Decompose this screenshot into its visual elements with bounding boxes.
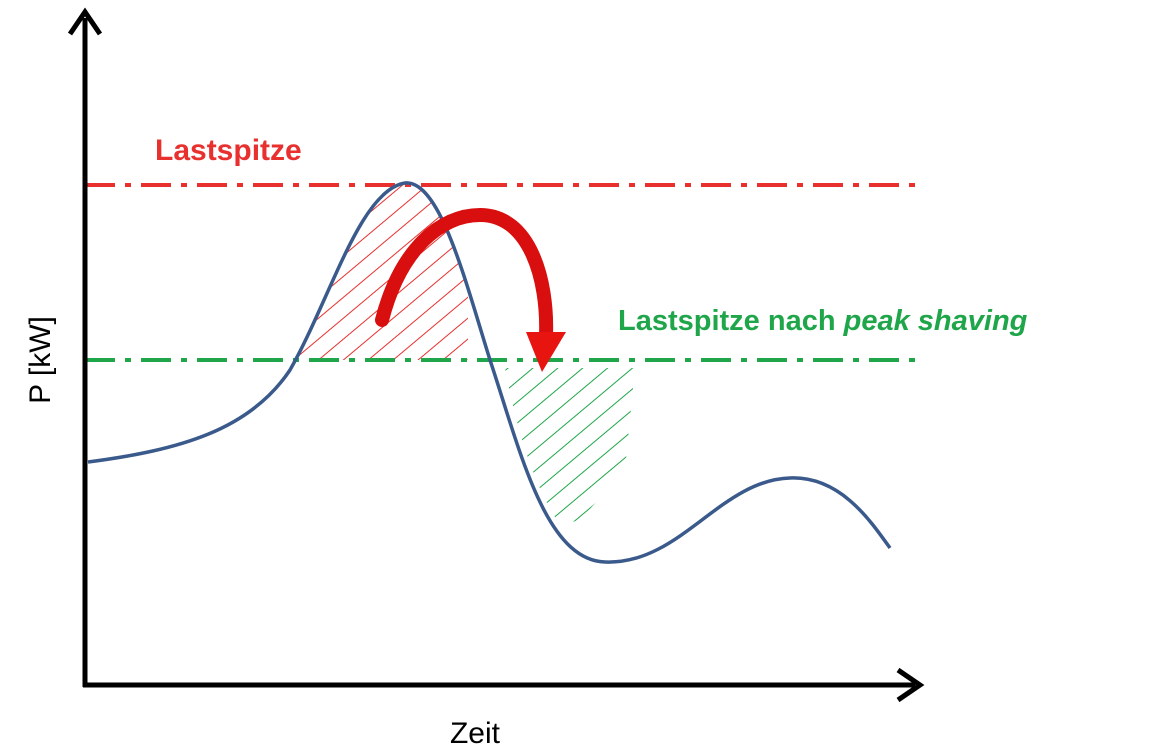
- shaved-label-prefix: Lastspitze nach: [618, 305, 836, 337]
- shaved-label: Lastspitze nach peak shaving: [618, 305, 1028, 337]
- x-axis-label: Zeit: [450, 717, 501, 750]
- y-axis-arrow: [67, 7, 103, 36]
- shaved-label-emphasis: peak shaving: [843, 305, 1028, 337]
- shift-arrow: [375, 207, 554, 342]
- load-curve: [87, 181, 892, 564]
- shaved-area: [295, 182, 468, 360]
- shifted-area: [505, 368, 635, 525]
- y-axis-label: P [kW]: [24, 316, 57, 404]
- arrow-head: [526, 332, 566, 372]
- x-axis-arrow: [896, 667, 925, 703]
- peak-label: Lastspitze: [155, 134, 302, 167]
